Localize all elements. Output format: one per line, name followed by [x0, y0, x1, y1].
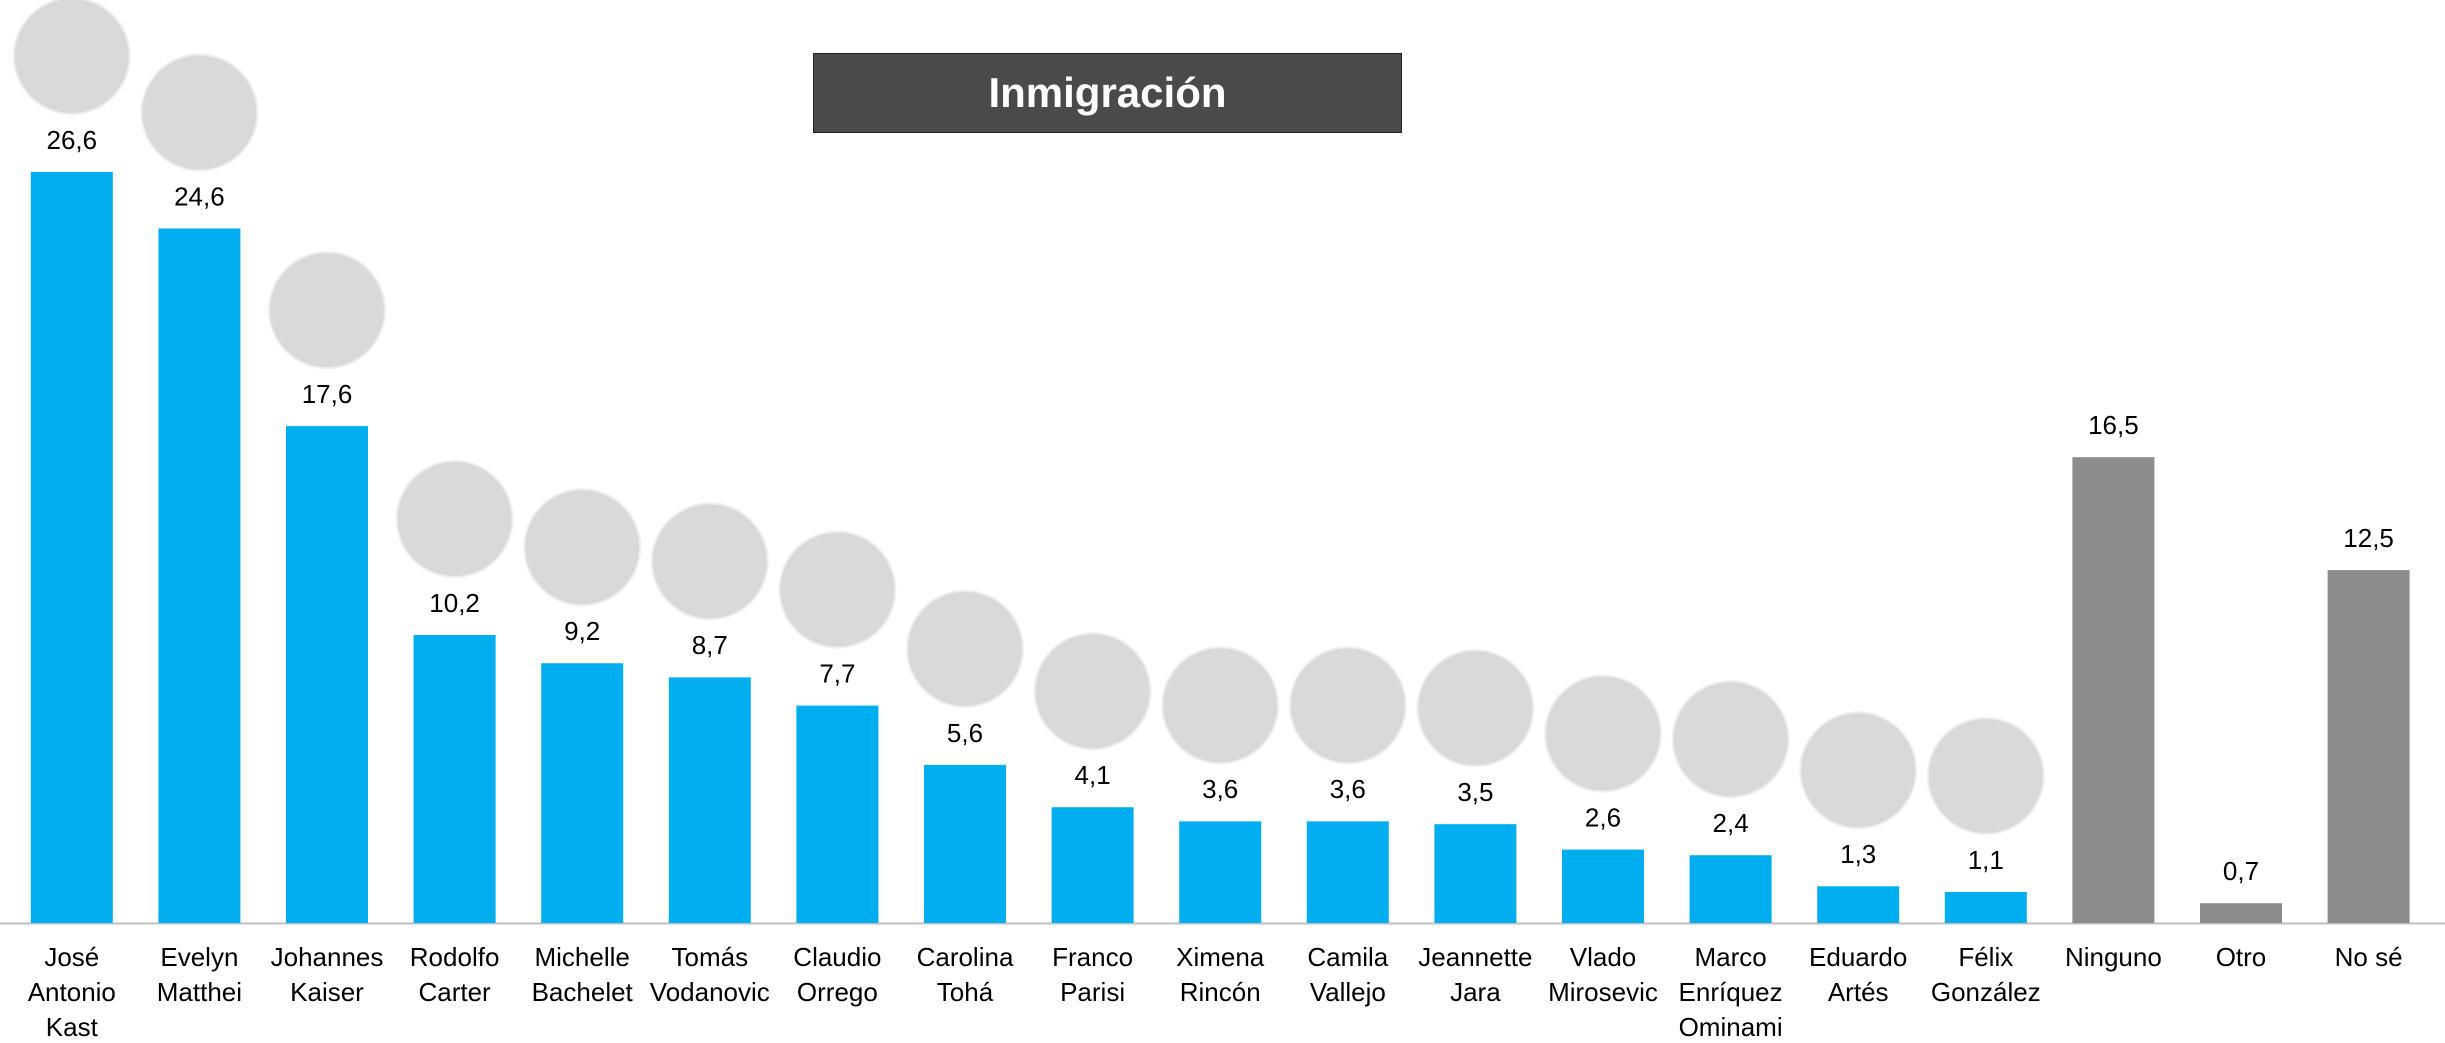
bar: [2200, 903, 2282, 923]
candidate-photo: [269, 252, 385, 368]
value-label: 8,7: [692, 630, 728, 660]
x-tick-label: Claudio Orrego: [773, 940, 901, 1010]
value-label: 2,4: [1713, 808, 1749, 838]
candidate-photo: [141, 54, 257, 170]
bar: [796, 706, 878, 923]
candidate-photo: [14, 0, 130, 114]
value-label: 12,5: [2343, 523, 2394, 553]
value-label: 3,5: [1457, 777, 1493, 807]
value-label: 3,6: [1330, 774, 1366, 804]
bar: [158, 228, 240, 923]
bar: [414, 635, 496, 923]
x-tick-label: José Antonio Kast: [8, 940, 136, 1043]
bar: [1690, 855, 1772, 923]
bar: [2328, 570, 2410, 923]
candidate-photo: [1545, 676, 1661, 792]
candidate-photo: [1673, 681, 1789, 797]
candidate-photo: [524, 489, 640, 605]
x-tick-label: Jeannette Jara: [1411, 940, 1539, 1010]
x-tick-label: Vlado Mirosevic: [1539, 940, 1667, 1010]
candidate-photo: [1800, 712, 1916, 828]
value-label: 0,7: [2223, 856, 2259, 886]
value-label: 7,7: [819, 658, 855, 688]
x-tick-label: Camila Vallejo: [1284, 940, 1412, 1010]
x-tick-label: Tomás Vodanovic: [646, 940, 774, 1010]
bar: [924, 765, 1006, 923]
x-tick-label: Félix González: [1922, 940, 2050, 1010]
candidate-photo: [1035, 633, 1151, 749]
value-label: 5,6: [947, 718, 983, 748]
bar: [1052, 807, 1134, 923]
bar: [286, 426, 368, 923]
bar: [1817, 886, 1899, 923]
x-tick-label: Carolina Tohá: [901, 940, 1029, 1010]
candidate-photo: [779, 532, 895, 648]
bar: [1179, 821, 1261, 923]
candidate-photo: [907, 591, 1023, 707]
value-label: 9,2: [564, 616, 600, 646]
value-label: 16,5: [2088, 410, 2139, 440]
bar: [669, 677, 751, 923]
bar: [31, 172, 113, 923]
x-tick-label: No sé: [2305, 940, 2433, 975]
x-tick-label: Rodolfo Carter: [391, 940, 519, 1010]
bar: [1562, 850, 1644, 923]
bar: [1434, 824, 1516, 923]
x-tick-label: Michelle Bachelet: [518, 940, 646, 1010]
x-tick-label: Ximena Rincón: [1156, 940, 1284, 1010]
value-label: 1,3: [1840, 839, 1876, 869]
chart-canvas: 26,6 24,6 17,6 10,2 9,2 8,7 7,7 5,6 4,1 3,6 3,6 3,5…: [0, 0, 2445, 1043]
candidate-photo: [1417, 650, 1533, 766]
bar: [1945, 892, 2027, 923]
value-label: 24,6: [174, 181, 225, 211]
value-label: 4,1: [1075, 760, 1111, 790]
candidate-photo: [1928, 718, 2044, 834]
candidate-photo: [652, 503, 768, 619]
value-label: 3,6: [1202, 774, 1238, 804]
value-label: 17,6: [302, 379, 353, 409]
bar: [541, 663, 623, 923]
x-tick-label: Franco Parisi: [1029, 940, 1157, 1010]
candidate-photo: [1162, 647, 1278, 763]
bar: [1307, 821, 1389, 923]
x-tick-label: Marco Enríquez Ominami: [1667, 940, 1795, 1043]
value-label: 2,6: [1585, 802, 1621, 832]
x-tick-label: Otro: [2177, 940, 2305, 975]
x-tick-label: Johannes Kaiser: [263, 940, 391, 1010]
chart-title: Inmigración: [813, 53, 1402, 133]
candidate-photo: [397, 461, 513, 577]
value-label: 1,1: [1968, 845, 2004, 875]
x-tick-label: Evelyn Matthei: [135, 940, 263, 1010]
candidate-photo: [1290, 647, 1406, 763]
x-tick-label: Ninguno: [2049, 940, 2177, 975]
x-tick-label: Eduardo Artés: [1794, 940, 1922, 1010]
bar: [2072, 457, 2154, 923]
value-label: 26,6: [46, 125, 97, 155]
chart: 26,6 24,6 17,6 10,2 9,2 8,7 7,7 5,6 4,1 3,6 3,6 3,5…: [0, 0, 2445, 1043]
value-label: 10,2: [429, 588, 480, 618]
